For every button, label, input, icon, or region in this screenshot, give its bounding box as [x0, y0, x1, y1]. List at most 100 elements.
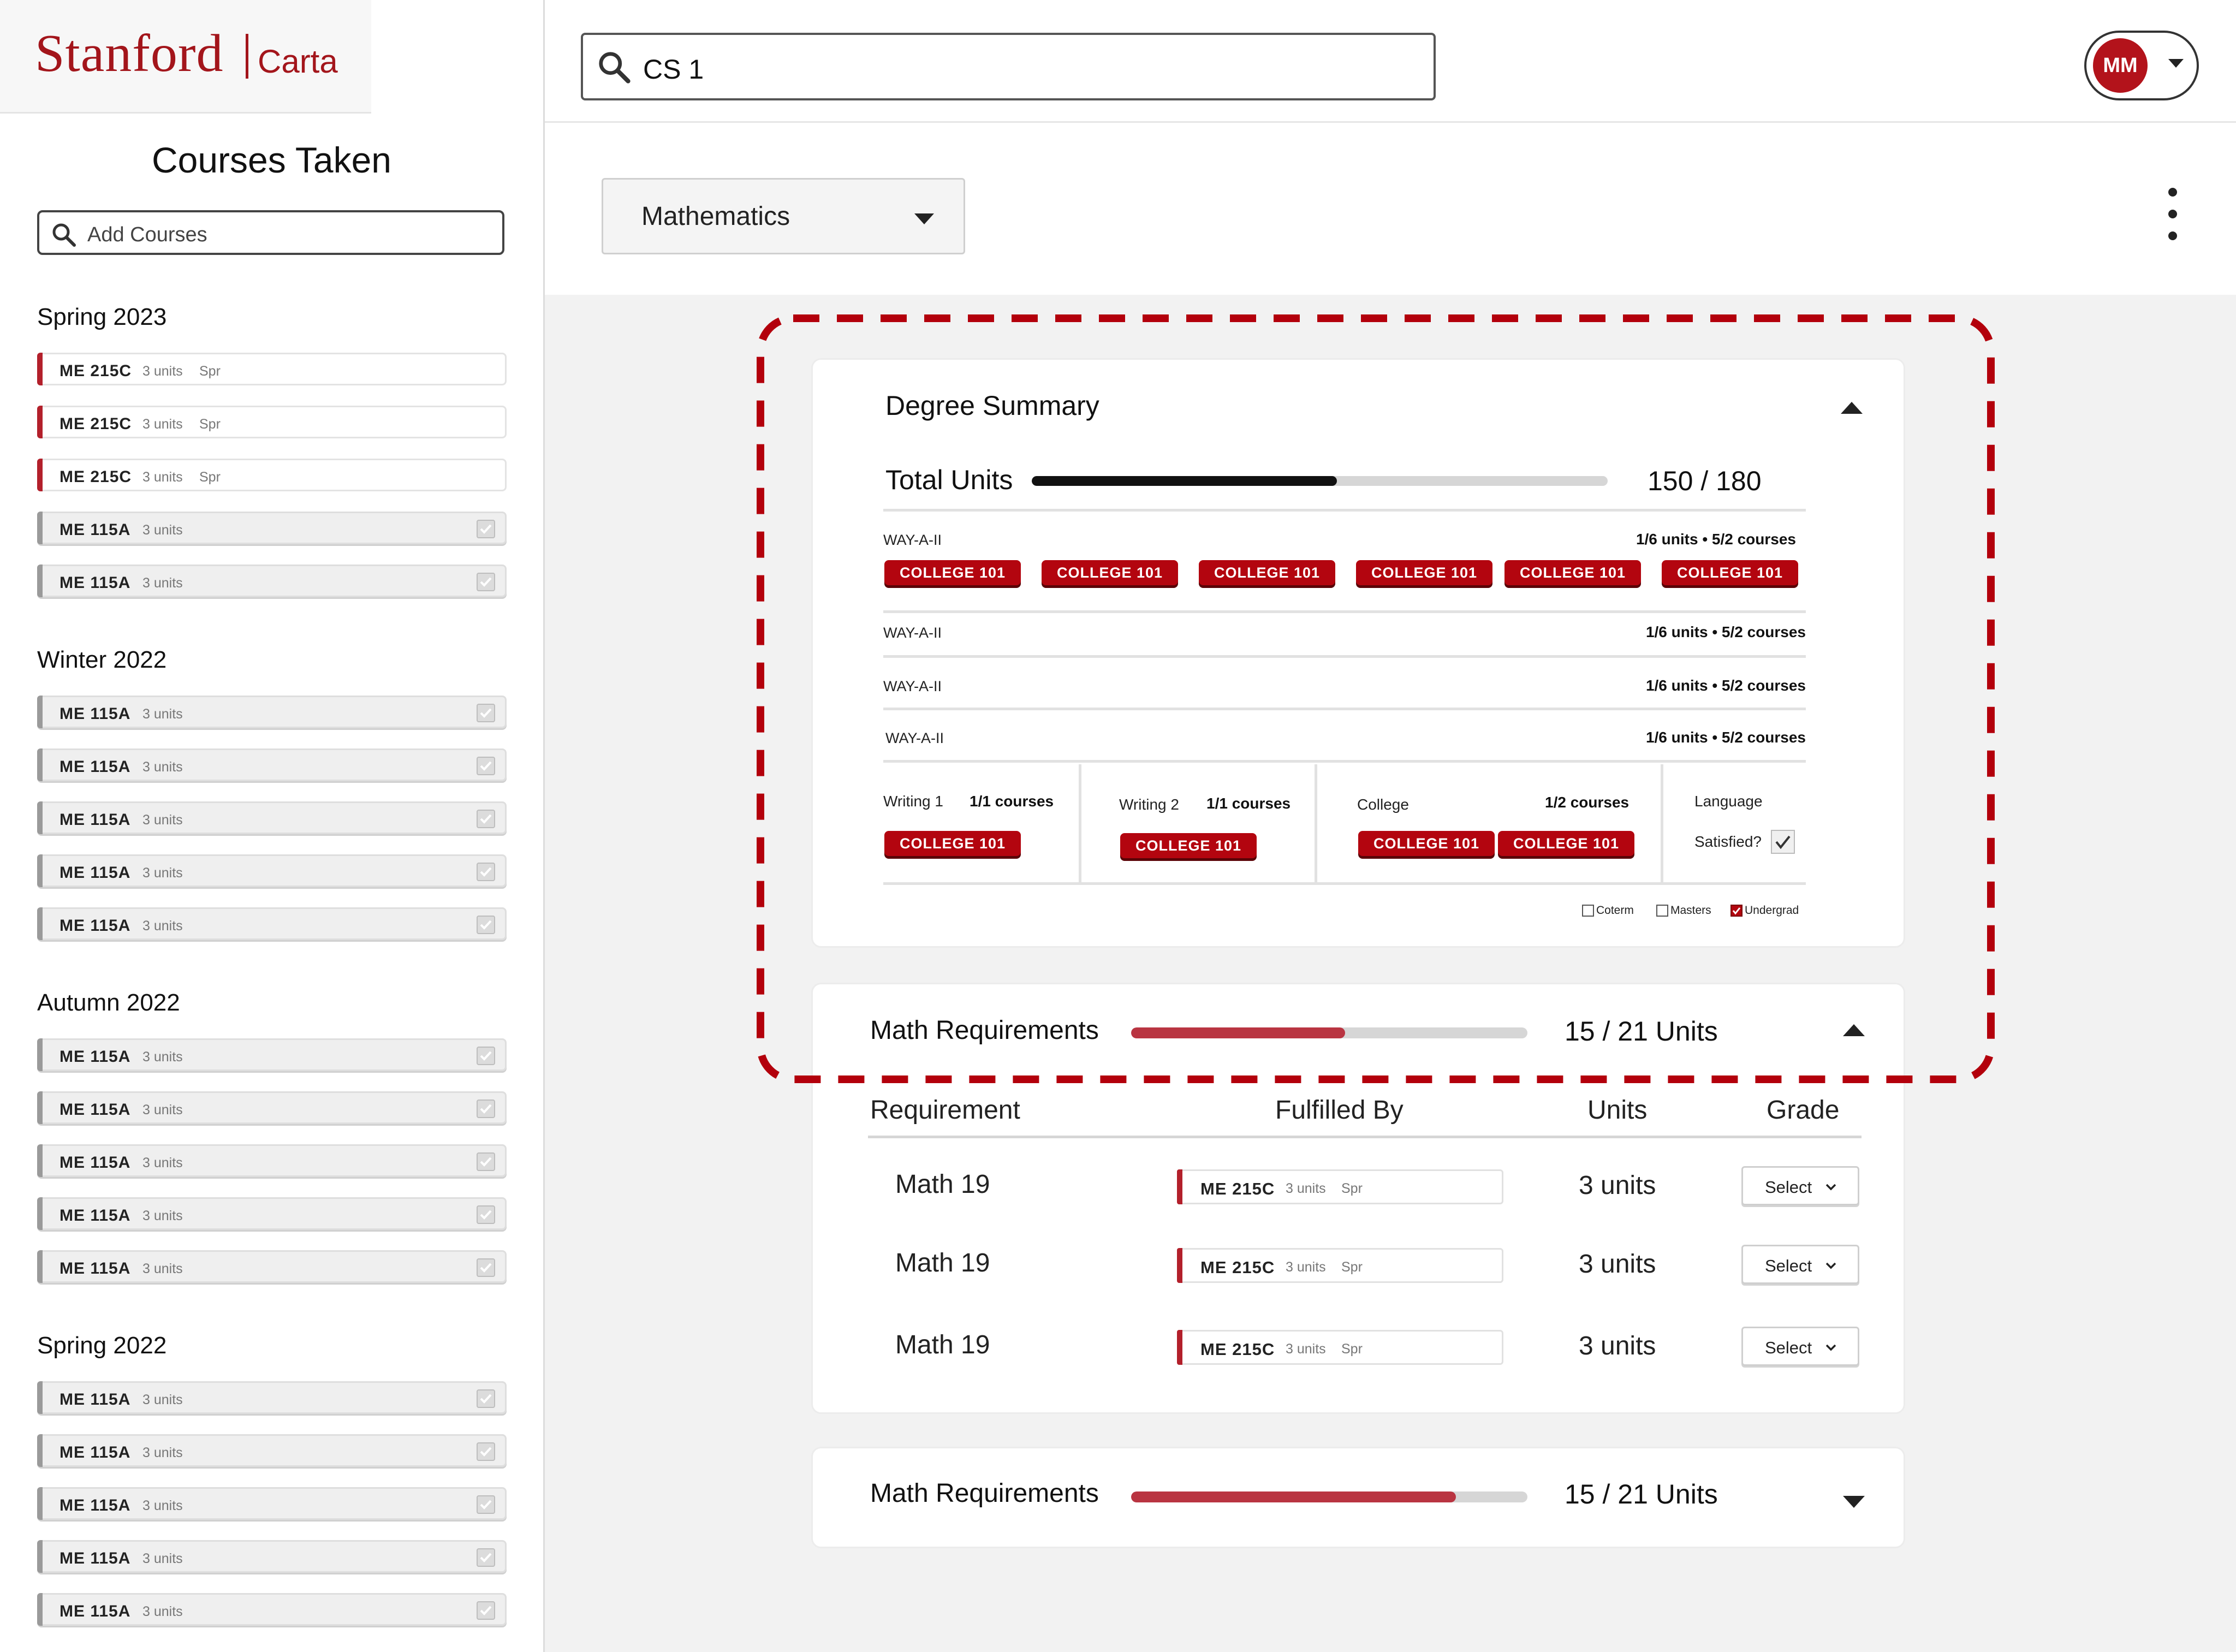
completed-checkbox[interactable]: [477, 1601, 495, 1620]
completed-checkbox[interactable]: [477, 1548, 495, 1567]
user-menu-button[interactable]: MM: [2084, 31, 2199, 100]
completed-checkbox[interactable]: [477, 1152, 495, 1171]
satisfied-checkbox[interactable]: [1771, 830, 1795, 854]
completed-checkbox[interactable]: [477, 757, 495, 775]
check-icon: [480, 708, 492, 718]
course-card[interactable]: ME 115A 3 units: [37, 1250, 507, 1283]
collapse-icon[interactable]: [1841, 402, 1863, 414]
course-units: 3 units: [142, 1445, 183, 1460]
course-card[interactable]: ME 115A 3 units: [37, 512, 507, 544]
course-badge[interactable]: COLLEGE 101: [1199, 560, 1335, 585]
course-card[interactable]: ME 215C 3 units Spr: [37, 406, 507, 438]
course-badge[interactable]: COLLEGE 101: [1356, 560, 1492, 585]
course-units: 3 units: [142, 1392, 183, 1407]
requirement-cell: Math 19: [895, 1170, 990, 1199]
math-requirements-progress-bar: [1131, 1491, 1527, 1502]
check-icon: [1732, 907, 1741, 915]
course-units: 3 units: [142, 1498, 183, 1513]
course-card[interactable]: ME 115A 3 units: [37, 696, 507, 728]
course-card[interactable]: ME 115A 3 units: [37, 564, 507, 597]
course-card[interactable]: ME 115A 3 units: [37, 854, 507, 887]
course-card[interactable]: ME 215C 3 units Spr: [37, 459, 507, 491]
course-card[interactable]: ME 115A 3 units: [37, 801, 507, 834]
completed-checkbox[interactable]: [477, 520, 495, 538]
expand-icon[interactable]: [1843, 1496, 1865, 1508]
course-accent: [37, 907, 43, 940]
grade-select[interactable]: Select: [1741, 1327, 1859, 1366]
completed-checkbox[interactable]: [477, 1258, 495, 1277]
completed-checkbox[interactable]: [477, 573, 495, 591]
department-select[interactable]: Mathematics: [602, 178, 965, 254]
requirement-status: 1/6 units • 5/2 courses: [1645, 677, 1806, 694]
course-card[interactable]: ME 115A 3 units: [37, 1091, 507, 1124]
grade-select-label: Select: [1765, 1256, 1812, 1275]
course-units: 3 units: [142, 706, 183, 722]
filter-undergrad[interactable]: Undergrad: [1730, 904, 1799, 917]
collapse-icon[interactable]: [1843, 1024, 1865, 1036]
search-input[interactable]: CS 1: [581, 33, 1436, 100]
masters-checkbox[interactable]: [1656, 905, 1668, 917]
completed-checkbox[interactable]: [477, 1389, 495, 1408]
more-options-icon[interactable]: [2162, 186, 2184, 246]
course-code: ME 115A: [60, 1443, 131, 1461]
course-card[interactable]: ME 115A 3 units: [37, 1540, 507, 1573]
completed-checkbox[interactable]: [477, 1047, 495, 1065]
course-card[interactable]: ME 115A 3 units: [37, 1144, 507, 1177]
brand-logo[interactable]: Stanford Carta: [0, 0, 371, 114]
course-badge[interactable]: COLLEGE 101: [1504, 560, 1641, 585]
coterm-checkbox[interactable]: [1582, 905, 1594, 917]
course-units: 3 units: [142, 1551, 183, 1566]
course-badge[interactable]: COLLEGE 101: [884, 560, 1021, 585]
course-card[interactable]: ME 115A 3 units: [37, 1434, 507, 1467]
completed-checkbox[interactable]: [477, 1205, 495, 1224]
course-code: ME 215C: [1200, 1179, 1275, 1198]
check-icon: [1775, 835, 1791, 849]
course-card[interactable]: ME 115A 3 units: [37, 1593, 507, 1626]
course-accent: [1177, 1169, 1182, 1204]
grade-select[interactable]: Select: [1741, 1245, 1859, 1284]
undergrad-checkbox[interactable]: [1730, 905, 1743, 917]
grade-select[interactable]: Select: [1741, 1166, 1859, 1205]
completed-checkbox[interactable]: [477, 810, 495, 828]
completed-checkbox[interactable]: [477, 916, 495, 934]
fulfilled-by-course-card[interactable]: ME 215C 3 units Spr: [1177, 1248, 1503, 1283]
chevron-down-icon: [2168, 59, 2184, 68]
course-badge[interactable]: COLLEGE 101: [884, 831, 1021, 856]
fulfilled-by-course-card[interactable]: ME 215C 3 units Spr: [1177, 1169, 1503, 1204]
completed-checkbox[interactable]: [477, 863, 495, 881]
course-units: 3 units: [142, 1208, 183, 1223]
total-units-progress-fill: [1032, 476, 1337, 486]
course-code: ME 115A: [60, 705, 131, 723]
filter-label: Coterm: [1596, 904, 1634, 917]
filter-masters[interactable]: Masters: [1656, 904, 1711, 917]
course-accent: [37, 353, 43, 385]
course-badge[interactable]: COLLEGE 101: [1662, 560, 1798, 585]
course-card[interactable]: ME 115A 3 units: [37, 907, 507, 940]
course-card[interactable]: ME 115A 3 units: [37, 1487, 507, 1520]
course-code: ME 215C: [1200, 1258, 1275, 1277]
column-divider: [1315, 764, 1317, 882]
fulfilled-by-course-card[interactable]: ME 215C 3 units Spr: [1177, 1330, 1503, 1365]
course-badge[interactable]: COLLEGE 101: [1498, 831, 1634, 856]
completed-checkbox[interactable]: [477, 1100, 495, 1118]
course-badge[interactable]: COLLEGE 101: [1120, 833, 1257, 858]
course-badge[interactable]: COLLEGE 101: [1042, 560, 1178, 585]
requirement-cell: Math 19: [895, 1330, 990, 1359]
course-units: 3 units: [142, 1604, 183, 1619]
course-units: 3 units: [142, 364, 183, 379]
course-accent: [37, 1434, 43, 1467]
math-requirements-progress-fill: [1131, 1027, 1346, 1038]
check-icon: [480, 1500, 492, 1510]
completed-checkbox[interactable]: [477, 1442, 495, 1461]
divider: [883, 655, 1806, 658]
add-courses-input[interactable]: Add Courses: [37, 210, 504, 255]
completed-checkbox[interactable]: [477, 1495, 495, 1514]
course-card[interactable]: ME 115A 3 units: [37, 1038, 507, 1071]
course-card[interactable]: ME 215C 3 units Spr: [37, 353, 507, 385]
course-badge[interactable]: COLLEGE 101: [1358, 831, 1495, 856]
completed-checkbox[interactable]: [477, 704, 495, 722]
course-card[interactable]: ME 115A 3 units: [37, 1381, 507, 1414]
course-card[interactable]: ME 115A 3 units: [37, 1197, 507, 1230]
course-card[interactable]: ME 115A 3 units: [37, 748, 507, 781]
filter-coterm[interactable]: Coterm: [1582, 904, 1634, 917]
